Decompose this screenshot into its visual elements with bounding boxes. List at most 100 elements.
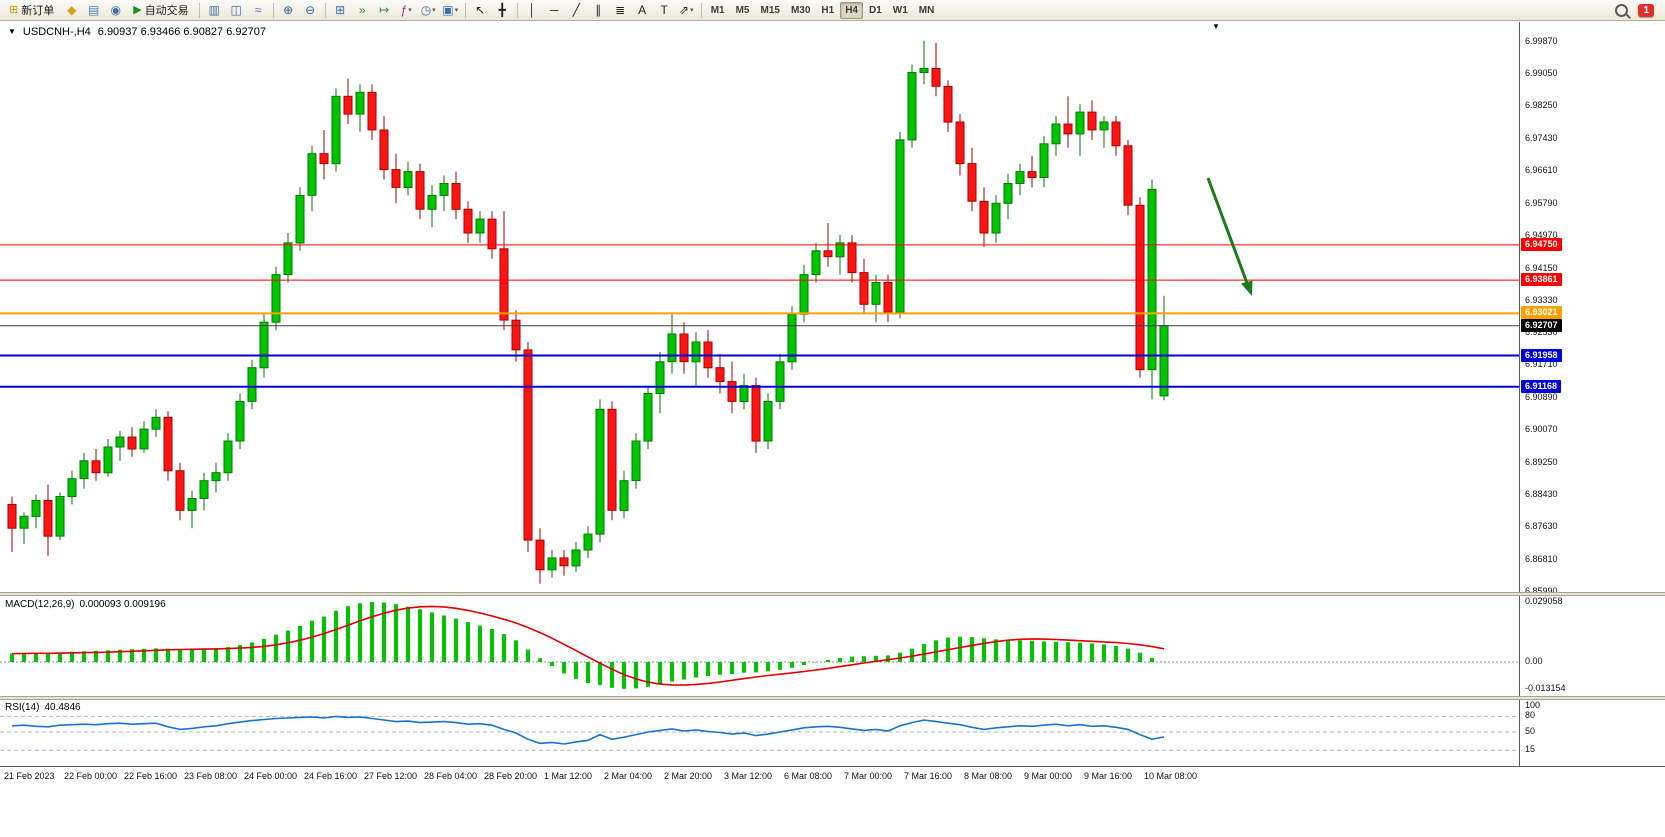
time-axis-label: 22 Feb 16:00 bbox=[124, 771, 178, 781]
rsi-value: 40.4846 bbox=[44, 702, 81, 713]
macd-axis-label: 0.029058 bbox=[1525, 596, 1563, 606]
bar-chart-icon[interactable]: ▥ bbox=[208, 3, 220, 17]
price-axis-label: 6.92530 bbox=[1525, 327, 1558, 337]
price-axis-label: 6.90070 bbox=[1525, 424, 1558, 434]
time-axis-label: 1 Mar 12:00 bbox=[544, 771, 593, 781]
toolbar-separator bbox=[324, 2, 326, 18]
chart-title: ▼ USDCNH-,H4 6.90937 6.93466 6.90827 6.9… bbox=[8, 26, 266, 38]
rsi-axis-label: 50 bbox=[1525, 726, 1536, 736]
horizontal-line-icon[interactable]: ─ bbox=[549, 3, 559, 17]
toolbar-separator bbox=[516, 2, 518, 18]
rsi-chart[interactable] bbox=[0, 700, 1519, 766]
price-tag-6.92707[interactable]: 6.92707 bbox=[1521, 319, 1562, 332]
price-axis[interactable]: 6.99870 6.99050 6.98250 6.97430 6.96610 6.957… bbox=[1519, 22, 1665, 766]
text-icon[interactable]: A bbox=[638, 3, 647, 17]
main-toolbar: ⊞新订单 ◆ ▤ ◉ ▶自动交易 ▥ ◫ ≈ ⊕ ⊖ ⊞ » ↦ ƒ◷▣ ↖ ╋ │ ─ ╱ ∥ ≣ AT ⇗ M1 M5 M15… bbox=[0, 0, 1665, 21]
symbol-period-label: USDCNH-,H4 bbox=[22, 26, 91, 38]
auto-scroll-icon[interactable]: » bbox=[358, 3, 366, 17]
toolbar-separator bbox=[464, 2, 466, 18]
time-axis-label: 24 Feb 16:00 bbox=[304, 771, 358, 781]
price-axis-label: 6.88430 bbox=[1525, 489, 1558, 499]
price-chart[interactable] bbox=[0, 22, 1519, 592]
time-axis-label: 28 Feb 20:00 bbox=[484, 771, 538, 781]
time-axis-label: 6 Mar 08:00 bbox=[784, 771, 833, 781]
collapse-ohlc-icon[interactable]: ▼ bbox=[8, 27, 16, 36]
price-axis-label: 6.91710 bbox=[1525, 359, 1558, 369]
market-watch-icon[interactable]: ◆ bbox=[67, 3, 77, 17]
line-chart-icon[interactable]: ≈ bbox=[254, 3, 262, 17]
macd-axis-label: 0.00 bbox=[1525, 656, 1543, 666]
rsi-label: RSI(14) 40.4846 bbox=[5, 702, 81, 713]
macd-chart[interactable] bbox=[0, 596, 1519, 696]
timeframe-m1-button[interactable]: M1 bbox=[710, 4, 725, 16]
price-axis-label: 6.97430 bbox=[1525, 133, 1558, 143]
time-axis-label: 2 Mar 04:00 bbox=[604, 771, 653, 781]
time-axis[interactable]: 21 Feb 2023 22 Feb 00:00 22 Feb 16:00 23 Fe… bbox=[0, 766, 1665, 786]
time-axis-label: 9 Mar 16:00 bbox=[1084, 771, 1133, 781]
price-axis-label: 6.90890 bbox=[1525, 392, 1558, 402]
zoom-in-icon[interactable]: ⊕ bbox=[283, 3, 294, 17]
indicators-button[interactable]: ƒ bbox=[396, 1, 417, 20]
pane-splitter-macd[interactable] bbox=[0, 592, 1665, 596]
data-window-icon[interactable]: ▤ bbox=[88, 3, 100, 17]
arrows-button[interactable]: ⇗ bbox=[676, 1, 697, 20]
new-order-button-label: 新订单 bbox=[21, 5, 55, 17]
navigator-icon[interactable]: ◉ bbox=[110, 3, 121, 17]
templates-button[interactable]: ▣ bbox=[440, 1, 461, 20]
periods-button[interactable]: ◷ bbox=[418, 1, 439, 20]
timeframe-h4-button[interactable]: H4 bbox=[840, 1, 863, 19]
workspace-empty-area bbox=[0, 786, 1665, 837]
price-axis-label: 6.85990 bbox=[1525, 586, 1558, 596]
text-label-icon[interactable]: T bbox=[660, 3, 668, 17]
price-axis-label: 6.87630 bbox=[1525, 521, 1558, 531]
price-axis-label: 6.96610 bbox=[1525, 165, 1558, 175]
time-axis-label: 3 Mar 12:00 bbox=[724, 771, 773, 781]
macd-label: MACD(12,26,9) 0.000093 0.009196 bbox=[5, 599, 166, 610]
timeframe-h1-button[interactable]: H1 bbox=[821, 4, 835, 16]
macd-axis-label: -0.013154 bbox=[1525, 683, 1566, 693]
time-axis-label: 7 Mar 16:00 bbox=[904, 771, 953, 781]
new-order-button[interactable]: ⊞ 新订单 bbox=[3, 0, 60, 21]
trendline-icon[interactable]: ╱ bbox=[572, 3, 580, 17]
tile-windows-icon[interactable]: ⊞ bbox=[335, 3, 346, 17]
chart-shift-marker[interactable]: ▼ bbox=[1212, 22, 1220, 31]
toolbar-separator bbox=[198, 2, 200, 18]
fibonacci-icon[interactable]: ≣ bbox=[615, 3, 626, 17]
price-tag-6.94750[interactable]: 6.94750 bbox=[1521, 238, 1562, 251]
timeframe-m5-button[interactable]: M5 bbox=[735, 4, 750, 16]
time-axis-label: 10 Mar 08:00 bbox=[1144, 771, 1198, 781]
autotrading-button[interactable]: ▶ 自动交易 bbox=[127, 0, 194, 21]
vertical-line-icon[interactable]: │ bbox=[528, 3, 536, 17]
time-axis-label: 8 Mar 08:00 bbox=[964, 771, 1013, 781]
timeframe-mn-button[interactable]: MN bbox=[918, 4, 935, 16]
notification-badge[interactable]: 1 bbox=[1638, 3, 1654, 17]
search-icon[interactable] bbox=[1615, 3, 1629, 17]
crosshair-icon[interactable]: ╋ bbox=[498, 3, 506, 17]
chart-shift-icon[interactable]: ↦ bbox=[379, 3, 390, 17]
macd-name: MACD(12,26,9) bbox=[5, 599, 75, 610]
rsi-axis-label: 100 bbox=[1525, 700, 1541, 710]
price-tag-6.91168[interactable]: 6.91168 bbox=[1521, 380, 1562, 393]
ohlc-values: 6.90937 6.93466 6.90827 6.92707 bbox=[97, 26, 266, 38]
price-tag-6.93861[interactable]: 6.93861 bbox=[1521, 273, 1562, 286]
timeframe-m30-button[interactable]: M30 bbox=[790, 4, 811, 16]
timeframe-w1-button[interactable]: W1 bbox=[892, 4, 908, 16]
equidistant-channel-icon[interactable]: ∥ bbox=[595, 3, 602, 17]
price-axis-label: 6.86810 bbox=[1525, 554, 1558, 564]
cursor-icon[interactable]: ↖ bbox=[475, 3, 486, 17]
price-axis-label: 6.99870 bbox=[1525, 36, 1558, 46]
time-axis-label: 7 Mar 00:00 bbox=[844, 771, 893, 781]
trend-arrow-annotation[interactable] bbox=[1206, 177, 1253, 296]
autotrading-button-icon: ▶ bbox=[133, 3, 142, 16]
price-axis-label: 6.93330 bbox=[1525, 295, 1558, 305]
price-tag-6.91958[interactable]: 6.91958 bbox=[1521, 349, 1562, 362]
zoom-out-icon[interactable]: ⊖ bbox=[305, 3, 316, 17]
time-axis-label: 9 Mar 00:00 bbox=[1024, 771, 1073, 781]
timeframe-d1-button[interactable]: D1 bbox=[869, 4, 882, 16]
candlestick-chart-icon[interactable]: ◫ bbox=[230, 3, 242, 17]
pane-splitter-rsi[interactable] bbox=[0, 696, 1665, 700]
macd-values: 0.000093 0.009196 bbox=[79, 599, 166, 610]
timeframe-m15-button[interactable]: M15 bbox=[760, 4, 780, 16]
price-tag-6.93021[interactable]: 6.93021 bbox=[1521, 306, 1562, 319]
